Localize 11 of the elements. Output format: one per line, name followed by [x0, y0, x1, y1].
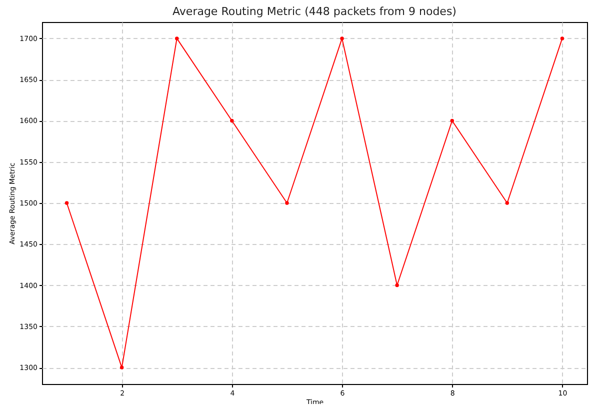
- point: [175, 36, 179, 40]
- point: [120, 366, 124, 370]
- point: [395, 283, 399, 288]
- point: [230, 118, 234, 123]
- point: [450, 118, 454, 123]
- point: [505, 201, 510, 205]
- chart-title: Average Routing Metric (448 packets from 9 nodes): [172, 5, 456, 18]
- point: [285, 201, 289, 205]
- point: [340, 36, 344, 40]
- point: [64, 201, 69, 205]
- point: [560, 36, 564, 40]
